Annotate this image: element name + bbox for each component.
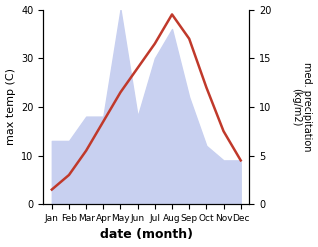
Y-axis label: max temp (C): max temp (C) bbox=[5, 68, 16, 145]
Y-axis label: med. precipitation
(kg/m2): med. precipitation (kg/m2) bbox=[291, 62, 313, 152]
X-axis label: date (month): date (month) bbox=[100, 228, 193, 242]
